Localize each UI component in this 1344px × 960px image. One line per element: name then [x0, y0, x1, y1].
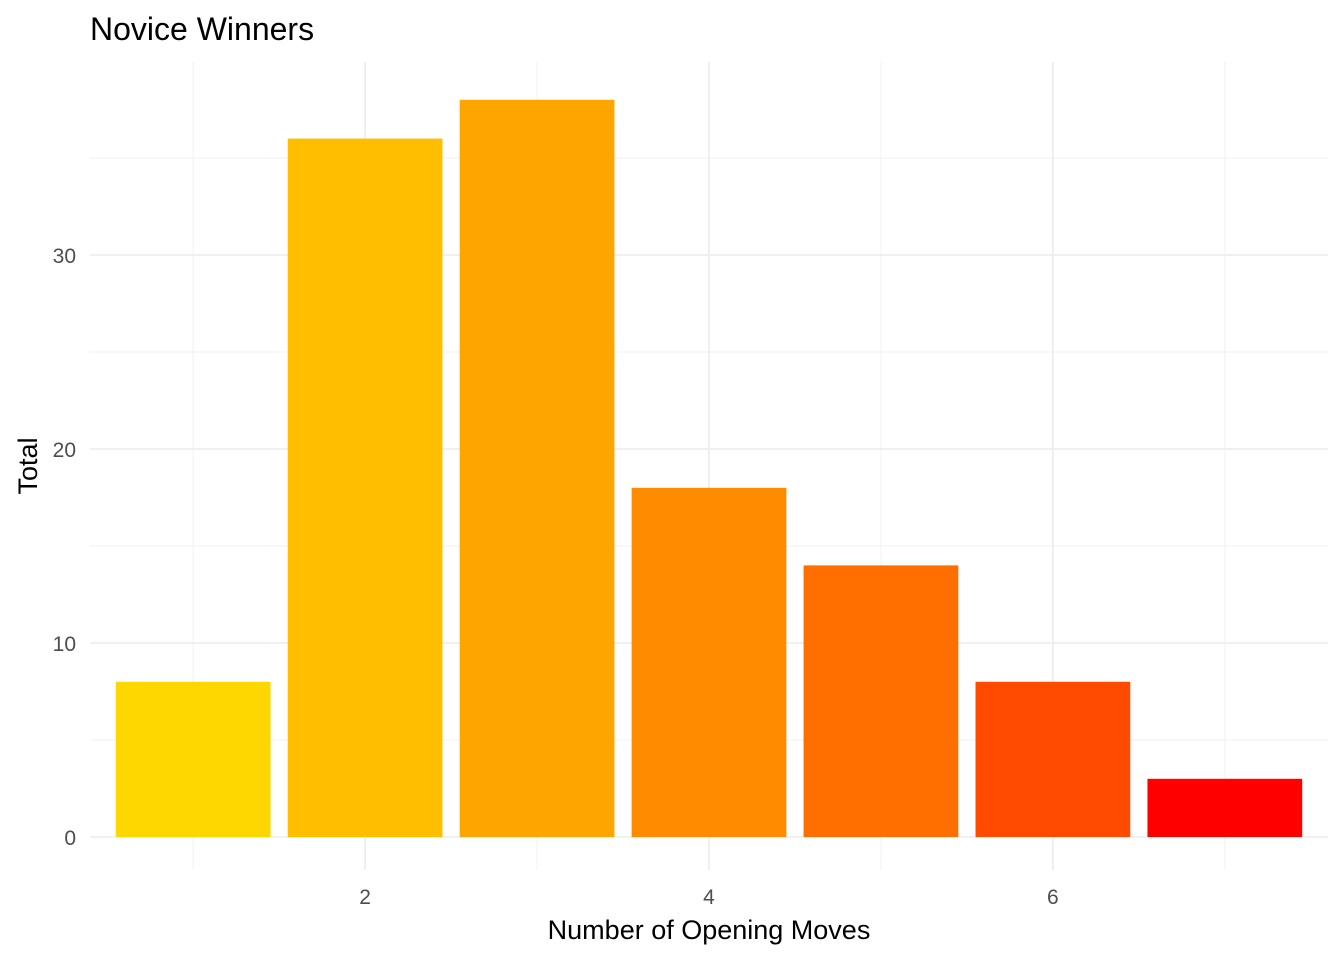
- tick-label-layer: 2 4 6 0 10 20 30: [53, 245, 1059, 909]
- x-tick-label: 2: [359, 886, 371, 909]
- chart-title: Novice Winners: [90, 11, 314, 47]
- bar-5[interactable]: [803, 565, 959, 837]
- bar-7[interactable]: [1147, 778, 1303, 837]
- y-tick-label: 0: [64, 827, 76, 850]
- y-tick-label: 30: [53, 245, 76, 268]
- bar-layer: [115, 99, 1303, 838]
- x-tick-label: 6: [1047, 886, 1059, 909]
- bar-2[interactable]: [287, 138, 443, 838]
- bar-1[interactable]: [115, 681, 271, 837]
- bar-4[interactable]: [631, 487, 787, 837]
- x-axis-title: Number of Opening Moves: [548, 915, 871, 945]
- y-tick-label: 10: [53, 633, 76, 656]
- bar-6[interactable]: [975, 681, 1131, 837]
- x-tick-label: 4: [703, 886, 715, 909]
- bar-3[interactable]: [459, 99, 615, 838]
- y-axis-title: Total: [13, 437, 43, 494]
- y-tick-label: 20: [53, 439, 76, 462]
